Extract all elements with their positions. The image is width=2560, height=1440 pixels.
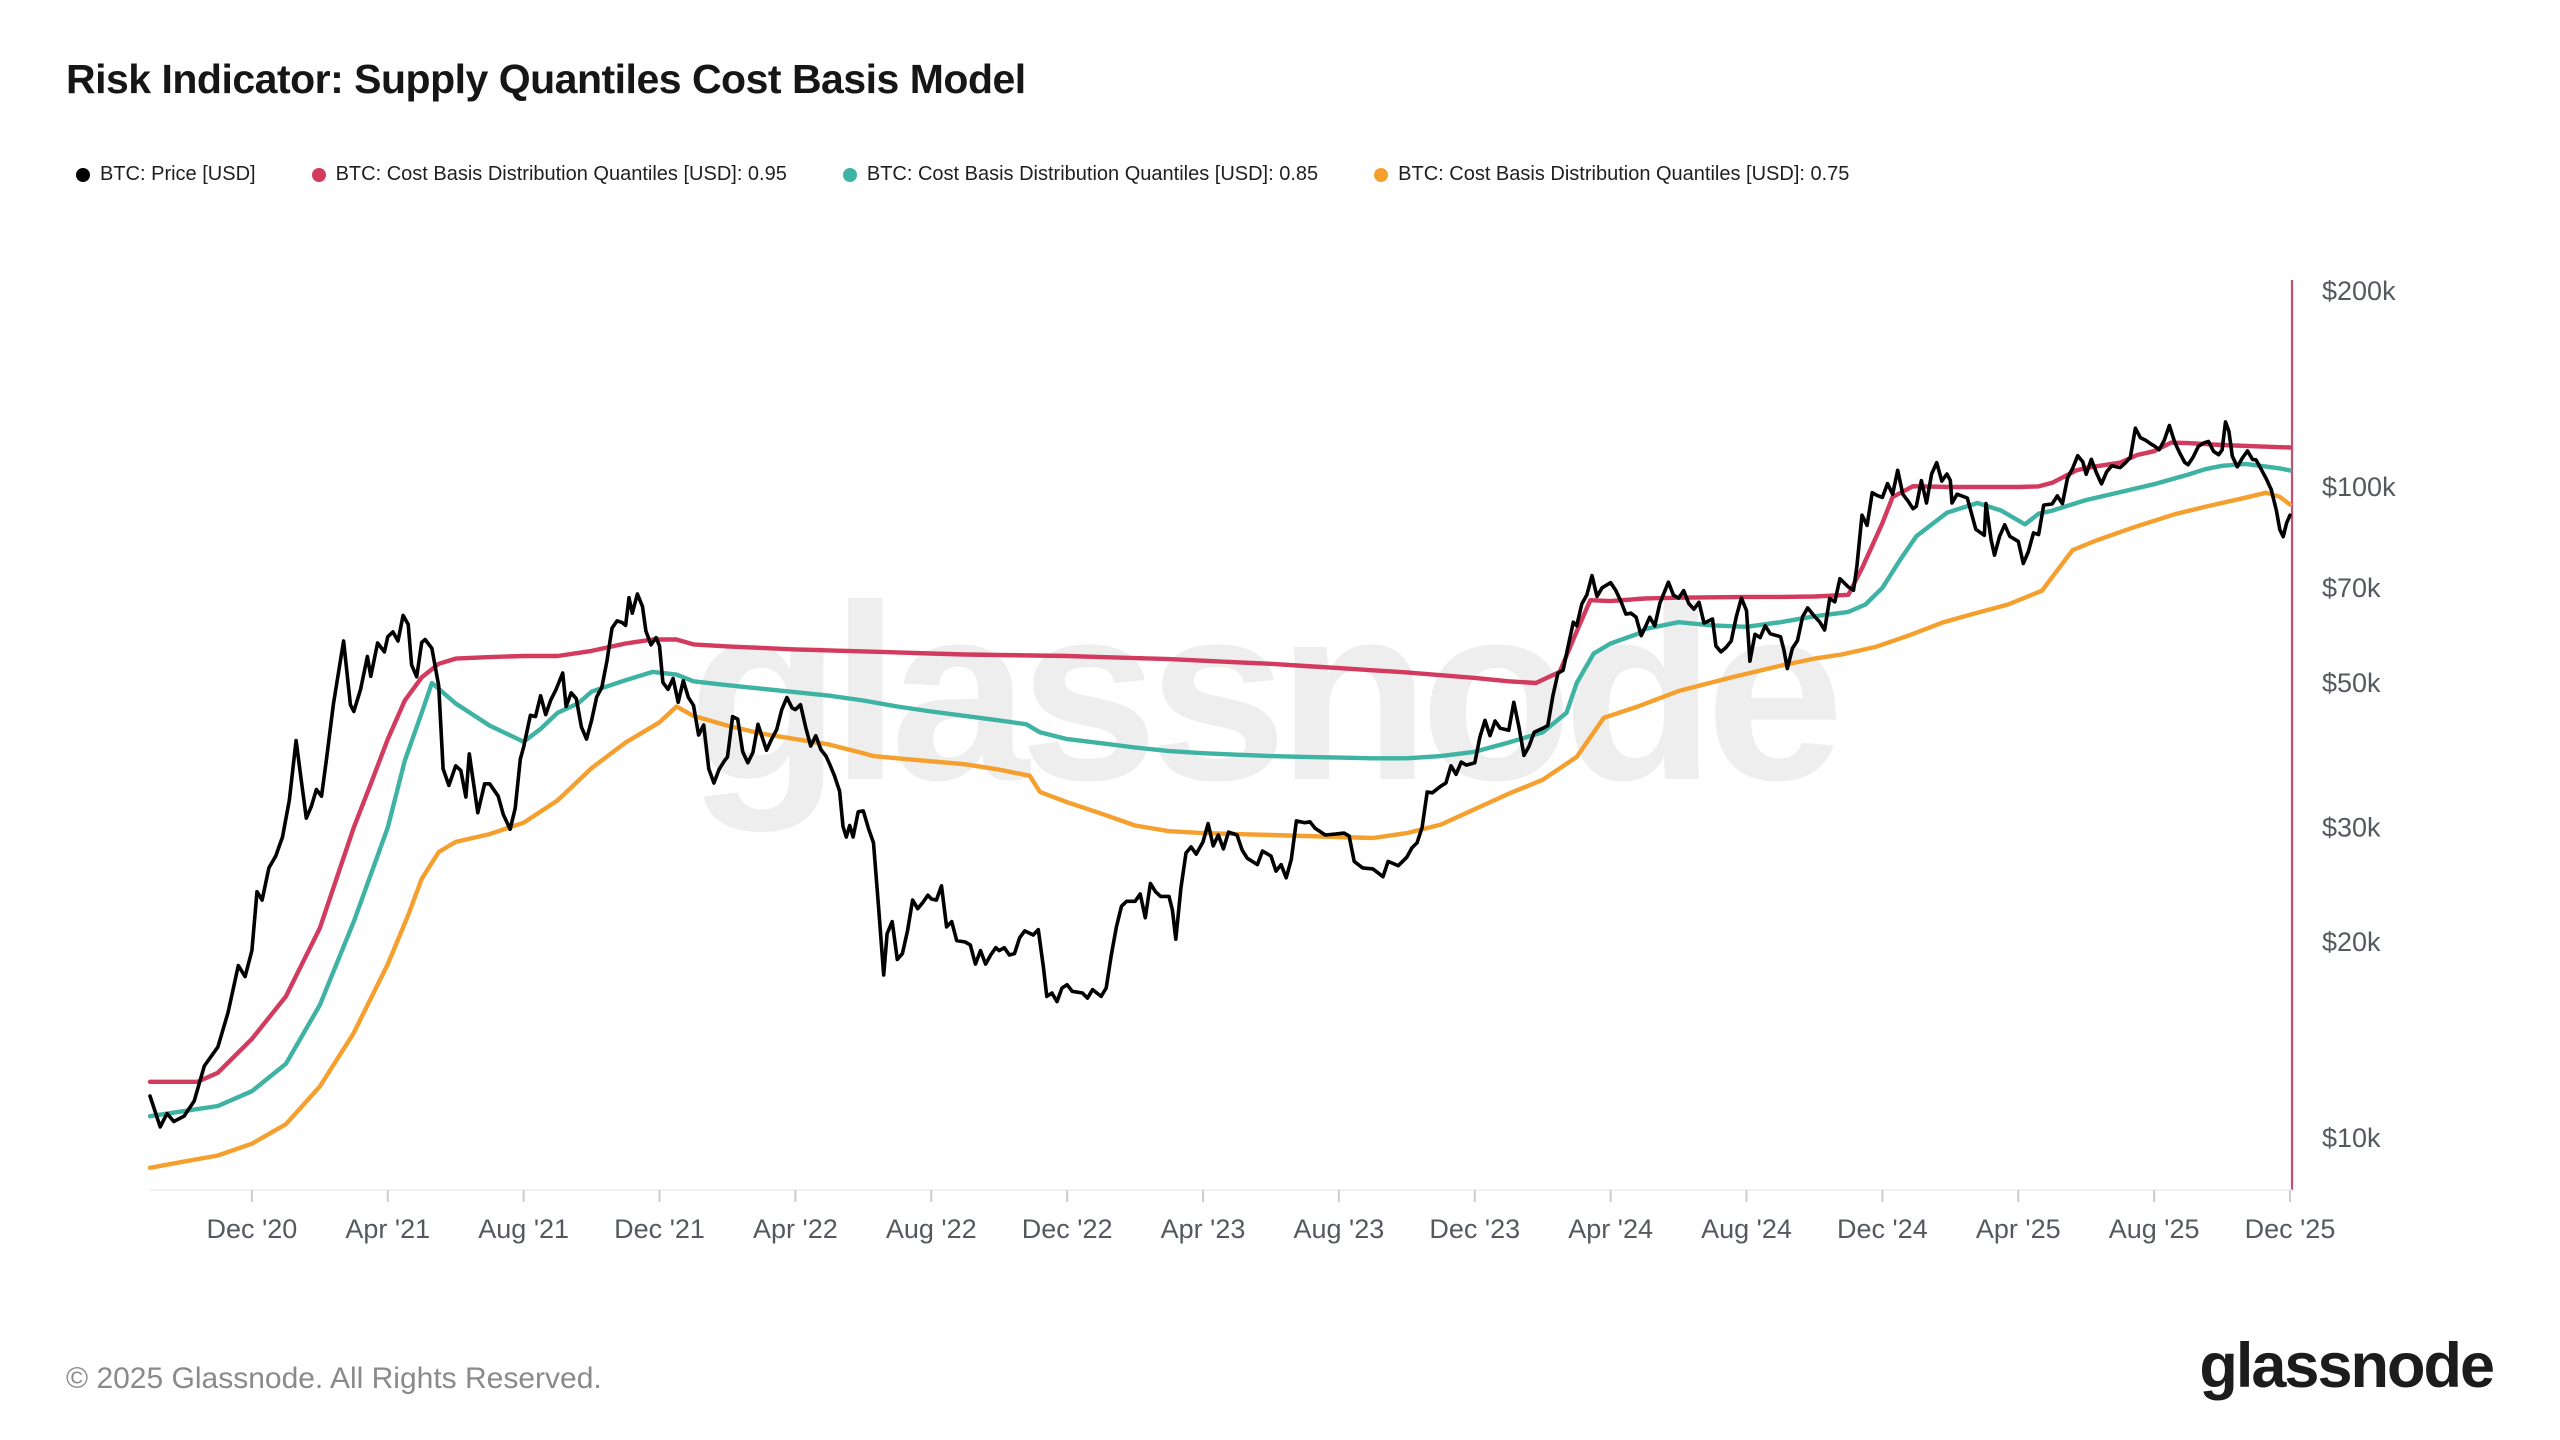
glassnode-logo[interactable]: glassnode xyxy=(2199,1331,2495,1401)
x-axis-tick-label: Dec '25 xyxy=(2245,1214,2336,1244)
legend-item-quantile-095[interactable]: BTC: Cost Basis Distribution Quantiles [… xyxy=(311,163,787,186)
y-axis-tick-label: $100k xyxy=(2322,472,2396,502)
series-line xyxy=(147,461,2293,1119)
copyright-text: © 2025 Glassnode. All Rights Reserved. xyxy=(66,1362,602,1395)
legend-label-q085: BTC: Cost Basis Distribution Quantiles [… xyxy=(866,163,1319,185)
series-line xyxy=(147,490,2293,1171)
legend-dot-price-icon xyxy=(76,167,90,182)
y-axis-tick-label: $10k xyxy=(2322,1123,2381,1153)
y-axis-tick-label: $30k xyxy=(2322,812,2381,842)
x-axis-tick-label: Apr '24 xyxy=(1568,1214,1653,1244)
page-title: Risk Indicator: Supply Quantiles Cost Ba… xyxy=(66,56,1026,102)
x-axis-tick-label: Apr '22 xyxy=(753,1214,838,1244)
legend-dot-q075-icon xyxy=(1374,167,1389,182)
y-axis-tick-label: $200k xyxy=(2322,276,2396,306)
x-axis-tick-label: Dec '24 xyxy=(1837,1214,1928,1244)
x-axis-tick-label: Dec '22 xyxy=(1022,1214,1113,1244)
y-axis-tick-label: $20k xyxy=(2322,927,2381,957)
legend-label-q075: BTC: Cost Basis Distribution Quantiles [… xyxy=(1398,163,1850,185)
y-axis-tick-label: $50k xyxy=(2322,668,2381,698)
x-axis-tick-label: Dec '23 xyxy=(1429,1214,1520,1244)
chart-legend: BTC: Price [USD] BTC: Cost Basis Distrib… xyxy=(76,163,1849,186)
x-axis-tick-label: Dec '20 xyxy=(207,1214,298,1244)
x-axis-tick-label: Aug '22 xyxy=(886,1214,977,1244)
x-axis-tick-label: Aug '23 xyxy=(1294,1214,1385,1244)
legend-label-q095: BTC: Cost Basis Distribution Quantiles [… xyxy=(335,163,787,185)
x-axis-tick-label: Dec '21 xyxy=(614,1214,705,1244)
legend-dot-q095-icon xyxy=(311,167,326,182)
glassnode-watermark: glassnode xyxy=(688,553,1844,832)
x-axis-tick-label: Aug '21 xyxy=(478,1214,569,1244)
y-axis-tick-label: $70k xyxy=(2322,573,2381,603)
x-axis-tick-label: Aug '24 xyxy=(1701,1214,1792,1244)
legend-dot-q085-icon xyxy=(842,167,857,182)
series-line xyxy=(148,420,2292,1129)
x-axis-tick-label: Apr '23 xyxy=(1161,1214,1246,1244)
legend-item-quantile-085[interactable]: BTC: Cost Basis Distribution Quantiles [… xyxy=(842,163,1319,186)
legend-item-quantile-075[interactable]: BTC: Cost Basis Distribution Quantiles [… xyxy=(1374,163,1849,186)
x-axis-tick-label: Apr '25 xyxy=(1976,1214,2061,1244)
x-axis-tick-label: Aug '25 xyxy=(2109,1214,2200,1244)
x-axis-tick-label: Apr '21 xyxy=(345,1214,430,1244)
legend-item-btc-price[interactable]: BTC: Price [USD] xyxy=(76,163,256,186)
legend-label-price: BTC: Price [USD] xyxy=(100,163,256,185)
series-line xyxy=(147,440,2293,1085)
